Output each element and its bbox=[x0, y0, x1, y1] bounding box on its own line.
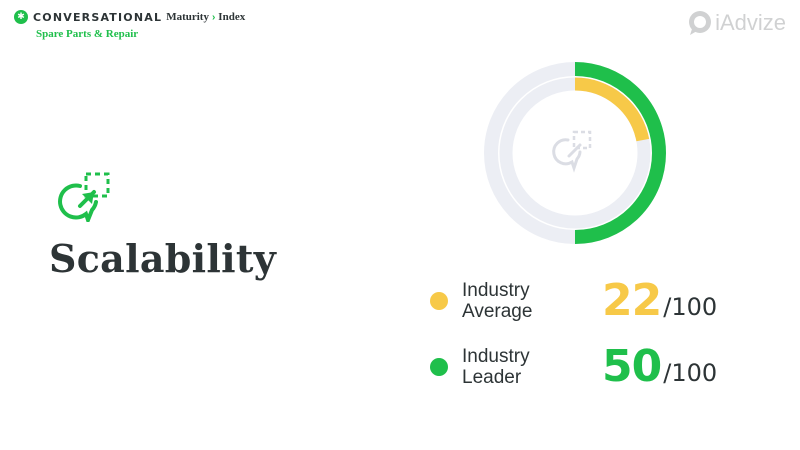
brand-separator: › bbox=[211, 11, 216, 23]
section-title: Scalability bbox=[49, 236, 277, 281]
brand-name: CONVERSATIONAL bbox=[33, 10, 163, 24]
average-arc bbox=[574, 77, 650, 142]
average-label: Industry Average bbox=[462, 280, 602, 322]
center-chat-icon bbox=[552, 130, 592, 173]
leader-dot-icon bbox=[430, 357, 448, 376]
brand-row: ✱ CONVERSATIONAL Maturity › Index bbox=[14, 9, 245, 25]
leader-score-max: /100 bbox=[663, 359, 718, 387]
industry-subtitle: Spare Parts & Repair bbox=[36, 28, 139, 40]
average-score-max: /100 bbox=[663, 293, 718, 321]
average-label-line1: Industry bbox=[462, 279, 530, 301]
average-label-line2: Average bbox=[462, 300, 533, 322]
leader-label-line2: Leader bbox=[462, 366, 522, 388]
score-donut-chart bbox=[484, 62, 666, 244]
iadvize-wordmark: iAdvize bbox=[715, 10, 786, 35]
brand-maturity: Maturity bbox=[166, 11, 209, 23]
average-dot-icon bbox=[430, 291, 448, 310]
leader-arc bbox=[574, 62, 666, 244]
iadvize-logo: iAdvize bbox=[687, 10, 786, 36]
brand-badge-icon: ✱ bbox=[14, 10, 28, 24]
leader-score-value: 50 bbox=[602, 341, 662, 392]
chat-expand-icon bbox=[58, 172, 110, 222]
leader-score: 50 /100 bbox=[602, 341, 717, 392]
industry-average-row: Industry Average 22 /100 bbox=[430, 275, 717, 326]
leader-label-line1: Industry bbox=[462, 345, 530, 367]
average-score-value: 22 bbox=[602, 275, 662, 326]
average-score: 22 /100 bbox=[602, 275, 717, 326]
iadvize-bubble-icon bbox=[689, 11, 712, 35]
industry-leader-row: Industry Leader 50 /100 bbox=[430, 341, 717, 392]
leader-label: Industry Leader bbox=[462, 346, 602, 388]
brand-index: Index bbox=[218, 11, 246, 23]
brand-header: ✱ CONVERSATIONAL Maturity › Index Spare … bbox=[14, 9, 245, 40]
